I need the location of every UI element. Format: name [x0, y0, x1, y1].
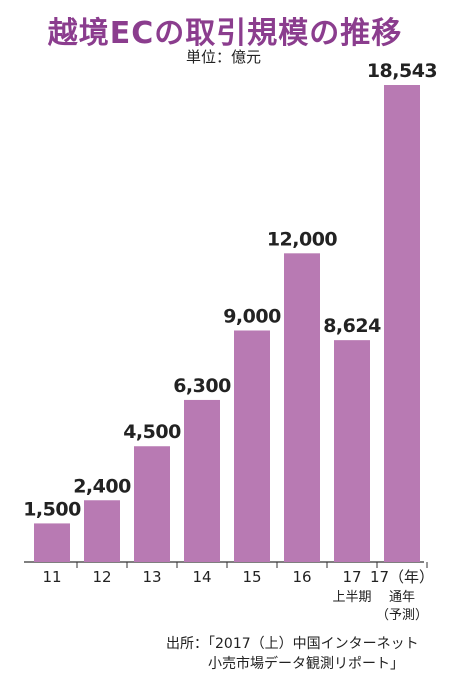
bar-4 — [234, 330, 270, 562]
x-tick-label-3: 14 — [192, 568, 211, 586]
bar-7 — [384, 85, 420, 562]
source-note: 出所：「2017（上）中国インターネット 小売市場データ観測リポート」 — [166, 634, 419, 674]
bar-3 — [184, 399, 220, 562]
bar-5 — [284, 253, 320, 563]
x-tick-label-5: 16 — [292, 568, 311, 586]
bar-6 — [334, 340, 370, 562]
value-label-3: 6,300 — [173, 375, 231, 397]
value-label-6: 8,624 — [323, 315, 381, 337]
unit-label: 単位：億元 — [186, 48, 262, 66]
bar-2 — [134, 446, 170, 562]
value-label-2: 4,500 — [123, 421, 181, 443]
value-label-5: 12,000 — [267, 228, 338, 250]
x-sublabel-7: 通年 — [389, 590, 415, 605]
x-tick-label-0: 11 — [42, 568, 61, 586]
bar-1 — [84, 500, 120, 562]
x-tick-label-2: 13 — [142, 568, 161, 586]
source-line-2: 小売市場データ観測リポート」 — [208, 656, 404, 672]
value-label-4: 9,000 — [223, 305, 281, 327]
x-tick-label-7: 17（年） — [370, 568, 434, 586]
x-tick-label-4: 15 — [242, 568, 261, 586]
value-label-7: 18,543 — [367, 60, 437, 82]
bar-0 — [34, 523, 70, 562]
value-label-0: 1,500 — [23, 498, 81, 520]
x-tick-label-6: 17 — [342, 568, 361, 586]
source-line-1: 出所：「2017（上）中国インターネット — [166, 636, 419, 652]
x-sublabel-6: 上半期 — [332, 590, 371, 605]
chart-title: 越境ECの取引規模の推移 — [47, 16, 403, 51]
x-sublabel2-7: （予測） — [376, 608, 428, 623]
x-tick-label-1: 12 — [92, 568, 111, 586]
value-label-1: 2,400 — [73, 475, 131, 497]
